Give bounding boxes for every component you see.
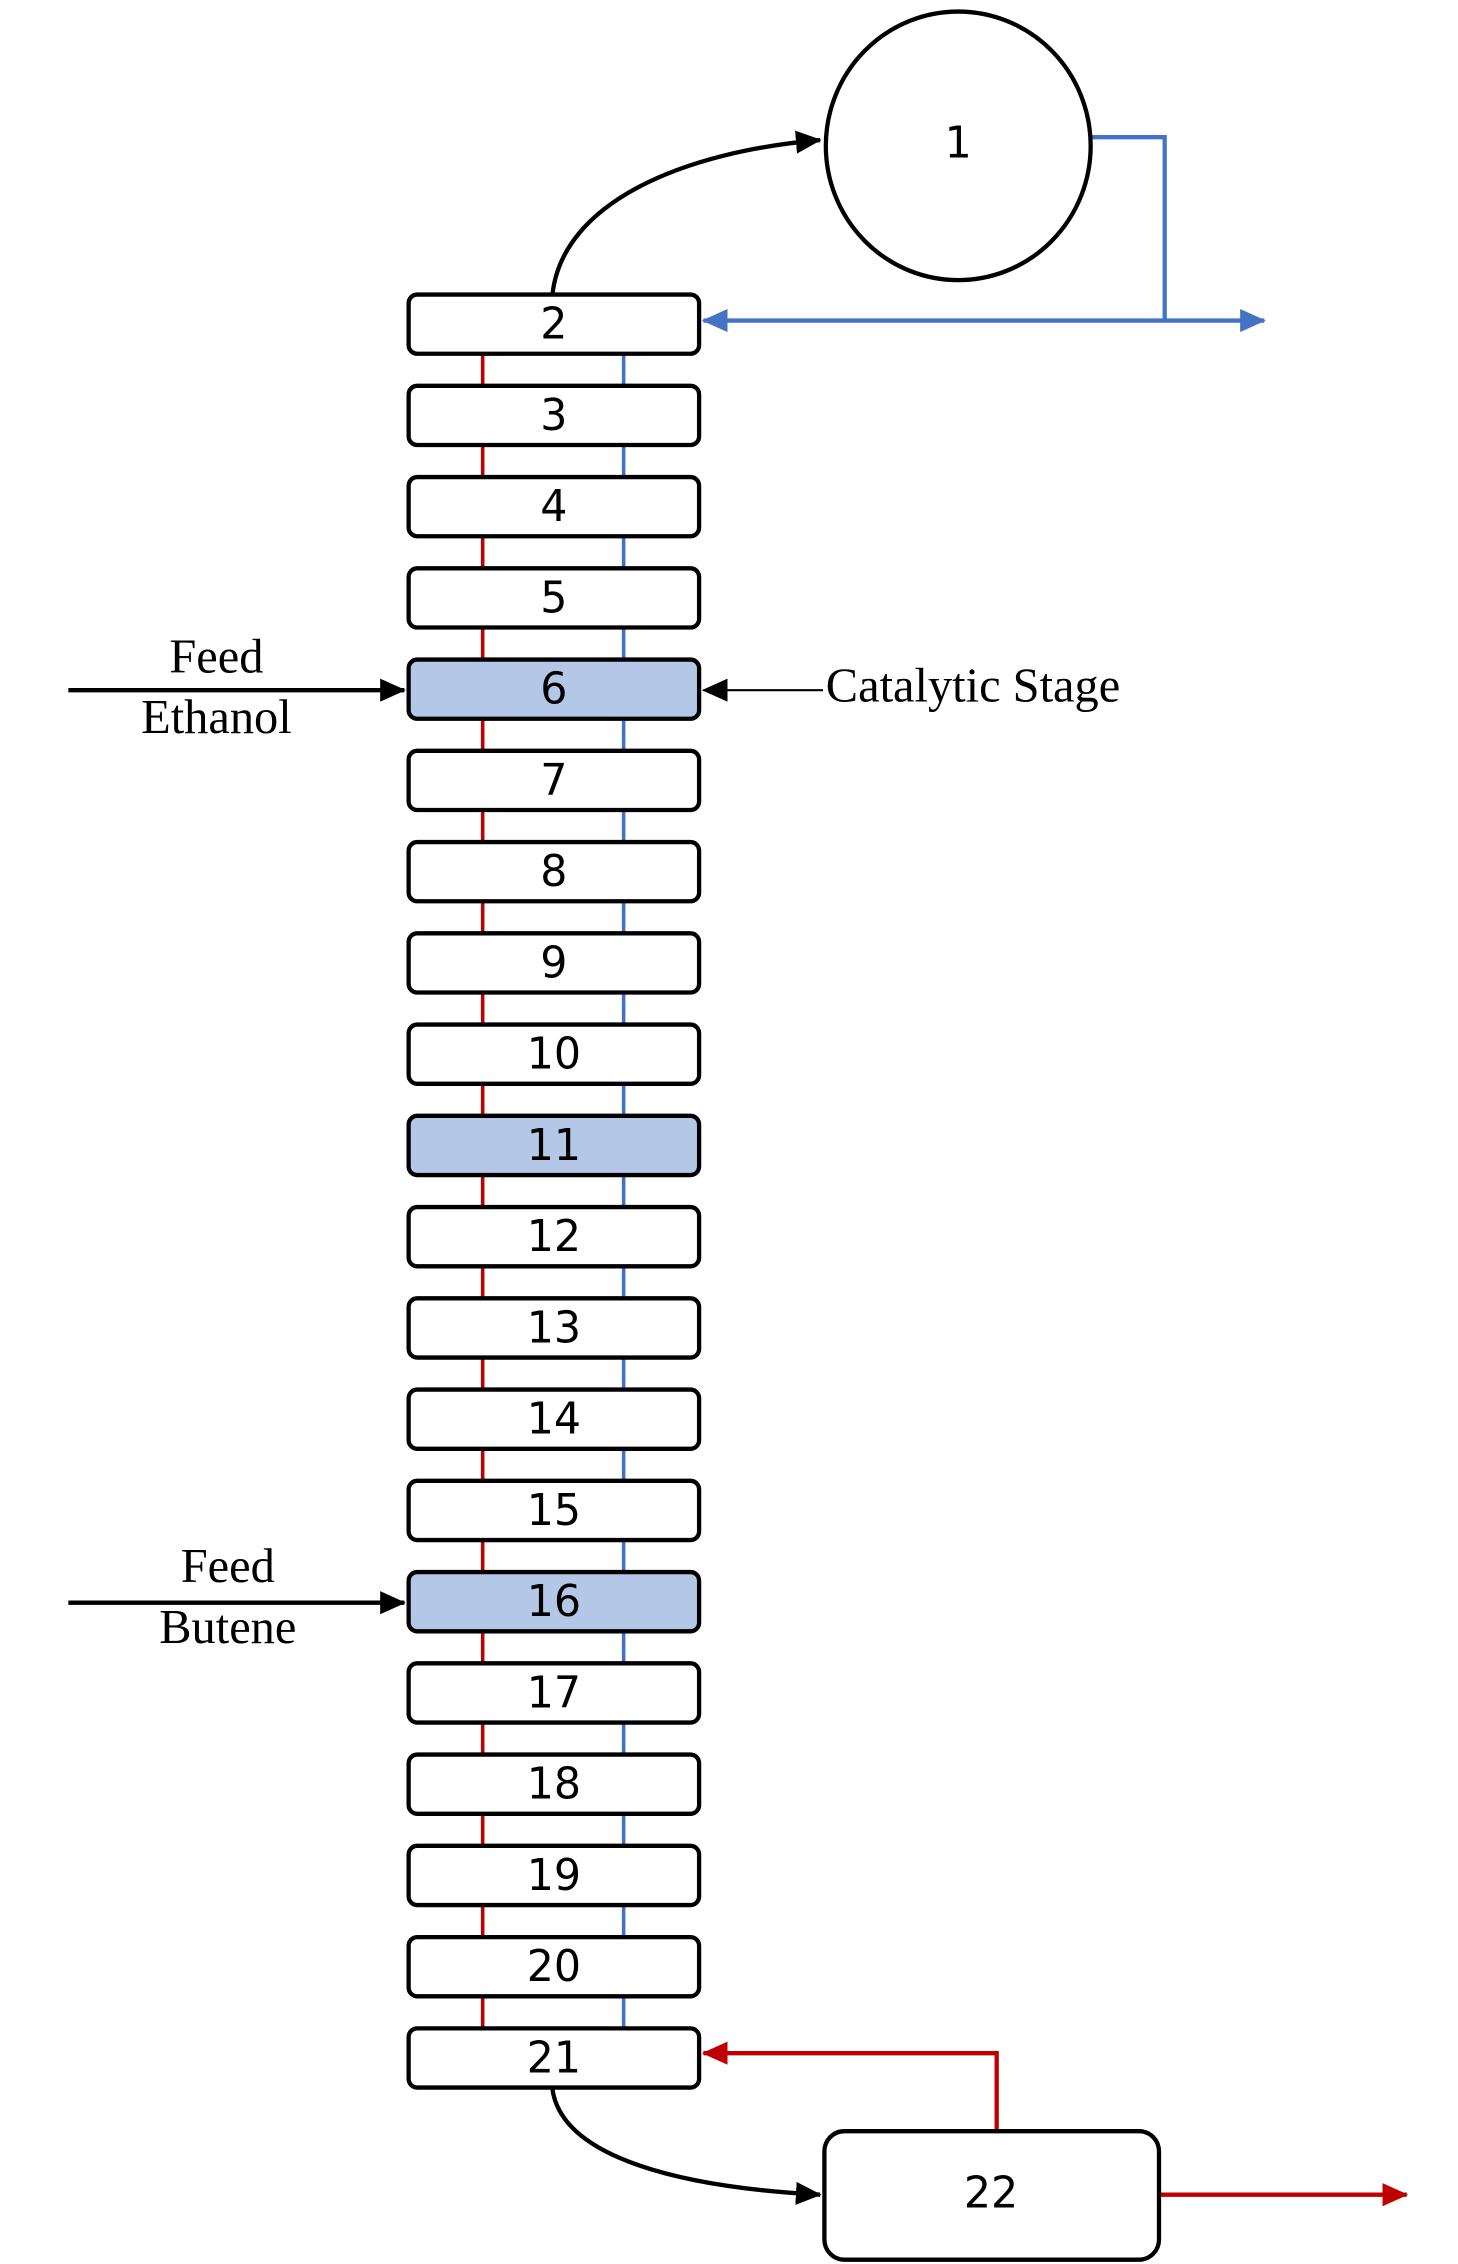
- feed-label: Butene: [159, 1600, 296, 1654]
- feed-label: Ethanol: [141, 690, 292, 744]
- stage: [406, 1204, 702, 1269]
- stage: [406, 1934, 702, 1999]
- stage: [406, 474, 702, 539]
- stage: [406, 1569, 702, 1634]
- catalytic-label: Catalytic Stage: [826, 658, 1120, 712]
- stage-label: 10: [527, 1029, 581, 1079]
- boilup-arrow: [701, 2041, 999, 2132]
- stage: [406, 1843, 702, 1908]
- stage: [406, 1296, 702, 1360]
- reflux-line: [1092, 135, 1167, 321]
- stage-label: 11: [527, 1121, 581, 1171]
- stage: [406, 1387, 702, 1451]
- stage-label: 19: [527, 1851, 581, 1901]
- stage: [406, 748, 702, 813]
- stage: [406, 1113, 702, 1178]
- stage-label: 15: [527, 1486, 581, 1536]
- stage-label: 4: [540, 482, 567, 532]
- feed-label: Feed: [181, 1539, 275, 1593]
- stage-label: 17: [527, 1668, 581, 1718]
- stage-label: 9: [540, 938, 567, 988]
- liquid-arrow: [550, 2088, 822, 2205]
- vapor-arrow: [550, 130, 822, 295]
- stage-label: 8: [540, 847, 567, 897]
- stage-label: 12: [527, 1212, 581, 1262]
- stage-label: 3: [540, 391, 567, 441]
- stage-label: 6: [540, 664, 567, 714]
- stage: [406, 2026, 702, 2090]
- stage: [406, 657, 702, 721]
- reboiler-label: 22: [964, 2168, 1018, 2218]
- stage: [406, 1478, 702, 1543]
- stage-label: 21: [527, 2033, 581, 2083]
- stage-label: 7: [540, 756, 567, 806]
- stage: [406, 839, 702, 904]
- stage: [406, 1752, 702, 1816]
- stage: [406, 383, 702, 448]
- stage: [406, 1661, 702, 1725]
- condenser-label: 1: [945, 118, 972, 168]
- stage-label: 14: [527, 1394, 581, 1444]
- feed-label: Feed: [169, 629, 263, 683]
- condenser: [823, 9, 1093, 283]
- stage: [406, 292, 702, 356]
- stage: [406, 566, 702, 630]
- stage: [406, 1022, 702, 1086]
- stage-label: 5: [540, 573, 567, 623]
- stage-label: 16: [527, 1577, 581, 1627]
- stage: [406, 931, 702, 995]
- stage-label: 20: [527, 1942, 581, 1992]
- reboiler: [822, 2128, 1162, 2262]
- stage-label: 2: [540, 299, 567, 349]
- stage-label: 18: [527, 1759, 581, 1809]
- connections: [480, 353, 626, 2029]
- stage-label: 13: [527, 1303, 581, 1353]
